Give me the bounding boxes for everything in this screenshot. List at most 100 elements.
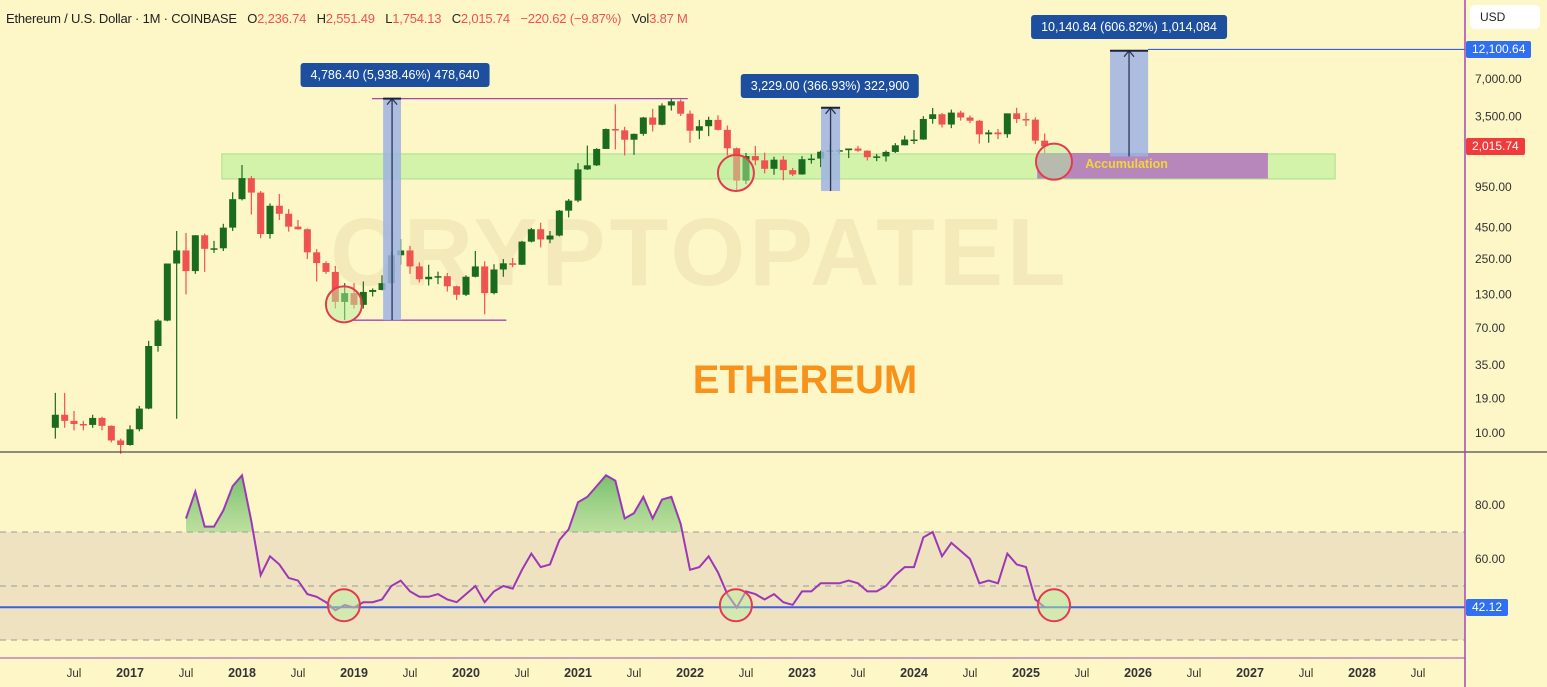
candle	[471, 251, 479, 278]
close-label: C	[451, 11, 461, 26]
candle	[1013, 107, 1021, 124]
ethereum-title: ETHEREUM	[693, 358, 917, 402]
symbol-name[interactable]: Ethereum / U.S. Dollar · 1M · COINBASE	[6, 11, 237, 26]
candle	[238, 165, 246, 201]
target-price-tag: 12,100.64	[1466, 41, 1532, 58]
candle-body	[919, 118, 927, 140]
candle-body	[89, 417, 97, 425]
candle	[518, 240, 526, 265]
candle	[1022, 112, 1030, 127]
candle	[107, 425, 115, 443]
price-tick: 130.00	[1475, 287, 1512, 301]
highlight-circle	[324, 285, 363, 324]
candle	[901, 135, 909, 146]
candle-body	[901, 139, 909, 146]
candle	[453, 285, 461, 301]
measure-label-1: 4,786.40 (5,938.46%) 478,640	[300, 63, 490, 87]
candle	[686, 110, 694, 143]
candle-body	[322, 263, 330, 272]
candle	[303, 228, 311, 260]
time-tick: 2018	[228, 666, 256, 680]
price-tick: 7,000.00	[1475, 72, 1522, 86]
highlight-circle	[716, 154, 755, 193]
price-tick: 35.00	[1475, 358, 1505, 372]
candle-body	[817, 151, 825, 159]
price-tick: 10.00	[1475, 426, 1505, 440]
candle-body	[649, 117, 657, 125]
high-value: 2,551.49	[325, 11, 375, 26]
accumulation-label: Accumulation	[1085, 157, 1168, 171]
accumulation-zone	[1037, 152, 1268, 179]
candle-body	[285, 213, 293, 227]
candle-body	[434, 276, 442, 278]
candle-body	[275, 205, 283, 214]
candle	[359, 281, 367, 309]
candle-body	[425, 276, 433, 280]
candle	[845, 148, 853, 159]
candle-body	[219, 227, 227, 249]
candle-body	[117, 440, 125, 445]
currency-button[interactable]: USD	[1470, 5, 1540, 29]
candle	[882, 150, 890, 162]
candle-body	[163, 263, 171, 321]
candle	[649, 108, 657, 132]
rsi-level-tag: 42.12	[1466, 599, 1509, 616]
candle-body	[331, 271, 339, 302]
candle	[117, 438, 125, 454]
candle	[173, 230, 181, 419]
candle-body	[798, 159, 806, 175]
candle-body	[1031, 119, 1039, 141]
last-price-tag: 2,015.74	[1466, 138, 1525, 155]
candle	[191, 235, 199, 274]
candle-body	[471, 266, 479, 277]
time-tick: Jul	[403, 668, 418, 680]
time-tick: Jul	[67, 668, 82, 680]
candle-body	[145, 345, 153, 409]
candle-body	[527, 229, 535, 242]
candle	[322, 261, 330, 274]
candle-body	[238, 178, 246, 200]
time-tick: 2027	[1236, 666, 1264, 680]
low-value: 1,754.13	[392, 11, 442, 26]
candle	[817, 150, 825, 168]
time-tick: Jul	[851, 668, 866, 680]
candle	[565, 198, 573, 218]
candle	[79, 420, 87, 431]
candle-body	[1041, 140, 1049, 147]
candle-body	[191, 235, 199, 272]
high-label: H	[316, 11, 326, 26]
time-tick: Jul	[515, 668, 530, 680]
candle	[285, 209, 293, 232]
candle-body	[303, 229, 311, 253]
candle	[863, 150, 871, 161]
candle	[247, 176, 255, 215]
candle	[275, 193, 283, 220]
close-value: 2,015.74	[460, 11, 510, 26]
candle	[378, 275, 386, 291]
time-tick: Jul	[1411, 668, 1426, 680]
candle	[1003, 113, 1011, 138]
candle-body	[294, 226, 302, 230]
candle	[658, 103, 666, 126]
candle	[621, 126, 629, 156]
candle	[537, 222, 545, 248]
time-tick: 2026	[1124, 666, 1152, 680]
candle-body	[126, 429, 134, 445]
candle-body	[1003, 113, 1011, 135]
candle	[985, 129, 993, 143]
candle-body	[443, 276, 451, 287]
time-tick: Jul	[291, 668, 306, 680]
candle-body	[509, 263, 517, 265]
price-tick: 950.00	[1475, 180, 1512, 194]
candle-body	[845, 148, 853, 151]
candle	[555, 209, 563, 237]
candle	[854, 145, 862, 152]
candle	[714, 115, 722, 131]
candle	[966, 115, 974, 124]
highlight-circle	[1035, 142, 1073, 181]
candle	[761, 152, 769, 174]
measure-label-2: 3,229.00 (366.93%) 322,900	[740, 74, 920, 98]
candle-body	[490, 269, 498, 294]
candle-body	[518, 241, 526, 265]
